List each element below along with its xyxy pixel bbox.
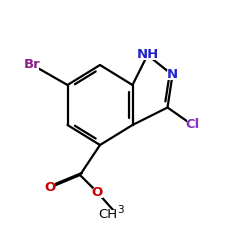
Text: Br: Br [24, 58, 41, 71]
Text: CH: CH [98, 208, 117, 222]
Bar [167, 70, 178, 80]
Text: N: N [167, 68, 178, 82]
Bar [45, 182, 55, 192]
Text: Cl: Cl [186, 118, 200, 132]
Text: O: O [92, 186, 103, 199]
Bar [140, 50, 155, 60]
Bar [187, 120, 198, 130]
Bar [26, 60, 39, 70]
Bar [110, 210, 126, 220]
Bar [92, 188, 102, 198]
Text: NH: NH [136, 48, 159, 62]
Text: O: O [44, 181, 56, 194]
Text: 3: 3 [118, 205, 124, 215]
